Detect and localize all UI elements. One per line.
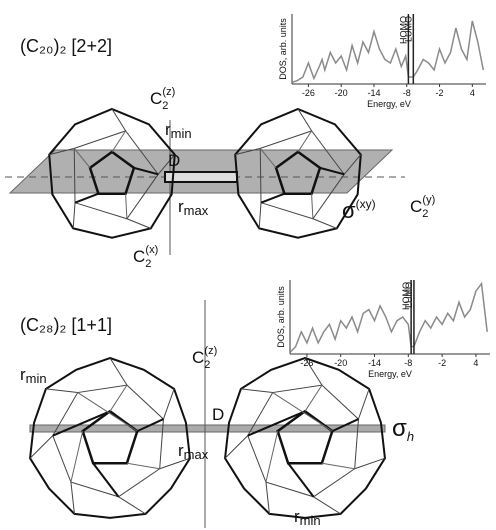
cage-edge	[241, 389, 273, 393]
cage-edge	[73, 203, 75, 229]
cage-edge	[259, 203, 261, 229]
label-bond: D	[212, 405, 224, 424]
figure: (C₂₀)₂ [2+2] C2(z) rmin D rmax σ(xy) C2(…	[0, 0, 496, 530]
cage-edge	[261, 194, 284, 203]
cage-edge	[127, 219, 151, 229]
cage-edge	[305, 385, 322, 411]
cage-edge	[71, 431, 83, 482]
label-rmax: rmax	[178, 441, 209, 462]
cage-edge	[30, 436, 53, 459]
cage-edge	[322, 463, 355, 469]
cage-edge	[313, 219, 337, 229]
cage-edge	[75, 194, 98, 203]
cage-edge	[314, 497, 341, 514]
cage-ring	[248, 385, 359, 497]
x-tick-label: -14	[367, 88, 380, 98]
label-rmin: rmin	[165, 120, 192, 141]
annotation: LUMO	[404, 282, 414, 308]
dos-curve	[290, 284, 487, 353]
x-tick-label: -14	[368, 358, 381, 368]
cage-edge	[112, 131, 126, 152]
x-tick-label: 4	[470, 88, 475, 98]
cage-edge	[93, 463, 118, 497]
cage-edge	[163, 389, 174, 419]
cage-edge	[288, 463, 313, 497]
dos-curve	[292, 21, 483, 83]
cage-edge	[225, 436, 248, 459]
y-axis-label: DOS, arb. units	[278, 18, 288, 80]
label-rmin: rmin	[20, 365, 47, 386]
y-axis-label: DOS, arb. units	[276, 286, 286, 348]
label-rmax: rmax	[178, 197, 209, 218]
x-tick-label: -8	[404, 358, 412, 368]
x-axis-label: Energy, eV	[368, 369, 412, 379]
cage-edge	[312, 194, 313, 219]
cage-edge	[266, 482, 269, 514]
cage-edge	[110, 385, 127, 411]
annotation: LUMO	[403, 16, 413, 42]
cage-edge	[46, 389, 78, 393]
title: (C₂₈)₂ [1+1]	[20, 315, 112, 335]
plane-label: σh	[392, 415, 414, 444]
x-tick-label: -20	[335, 88, 348, 98]
cage-ring	[53, 385, 164, 497]
x-tick-label: 4	[473, 358, 478, 368]
x-tick-label: -26	[302, 88, 315, 98]
x-tick-label: -20	[334, 358, 347, 368]
plane-label: σ(xy)	[342, 197, 376, 223]
label-rmin: rmin	[294, 507, 321, 528]
title: (C₂₀)₂ [2+2]	[20, 36, 112, 56]
cage-edge	[266, 431, 278, 482]
axis-label: C2(y)	[410, 194, 435, 220]
x-tick-label: -8	[403, 88, 411, 98]
cage-edge	[71, 482, 74, 514]
axis-label: C2(x)	[133, 244, 158, 270]
cage-edge	[298, 131, 312, 152]
x-tick-label: -26	[300, 358, 313, 368]
label-bond: D	[168, 151, 180, 170]
cage-edge	[126, 194, 127, 219]
axis-label: C2(z)	[150, 86, 175, 112]
x-axis-label: Energy, eV	[367, 99, 411, 109]
x-tick-label: -2	[436, 88, 444, 98]
cage-edge	[119, 497, 146, 514]
x-tick-label: -2	[438, 358, 446, 368]
bridge-bond	[165, 172, 237, 182]
cage-edge	[358, 389, 369, 419]
cage-edge	[127, 463, 160, 469]
